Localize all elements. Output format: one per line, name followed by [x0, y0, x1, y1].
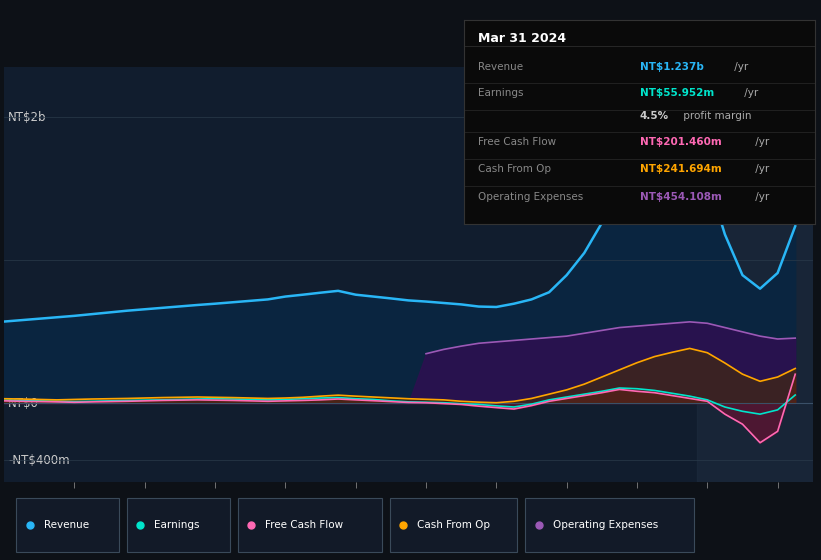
- Text: profit margin: profit margin: [681, 111, 752, 120]
- Text: /yr: /yr: [752, 193, 769, 202]
- Text: 4.5%: 4.5%: [640, 111, 668, 120]
- Text: NT$55.952m: NT$55.952m: [640, 88, 713, 98]
- Text: NT$201.460m: NT$201.460m: [640, 137, 722, 147]
- Text: NT$1.237b: NT$1.237b: [640, 62, 704, 72]
- Bar: [697, 67, 813, 482]
- Text: /yr: /yr: [752, 137, 769, 147]
- Text: Operating Expenses: Operating Expenses: [478, 193, 583, 202]
- Text: Earnings: Earnings: [478, 88, 524, 98]
- Text: -NT$400m: -NT$400m: [8, 454, 70, 466]
- FancyBboxPatch shape: [238, 498, 382, 552]
- Text: Free Cash Flow: Free Cash Flow: [265, 520, 343, 530]
- Text: /yr: /yr: [741, 88, 759, 98]
- Text: Earnings: Earnings: [154, 520, 200, 530]
- Text: Revenue: Revenue: [478, 62, 523, 72]
- FancyBboxPatch shape: [16, 498, 119, 552]
- Text: Mar 31 2024: Mar 31 2024: [478, 32, 566, 45]
- Text: /yr: /yr: [732, 62, 749, 72]
- Text: Free Cash Flow: Free Cash Flow: [478, 137, 556, 147]
- Text: Cash From Op: Cash From Op: [417, 520, 490, 530]
- Text: Cash From Op: Cash From Op: [478, 164, 551, 174]
- Text: NT$0: NT$0: [8, 396, 39, 409]
- FancyBboxPatch shape: [525, 498, 694, 552]
- Text: NT$2b: NT$2b: [8, 111, 47, 124]
- Text: Operating Expenses: Operating Expenses: [553, 520, 658, 530]
- FancyBboxPatch shape: [390, 498, 517, 552]
- Text: /yr: /yr: [752, 164, 769, 174]
- Text: Revenue: Revenue: [44, 520, 89, 530]
- FancyBboxPatch shape: [127, 498, 230, 552]
- Text: NT$454.108m: NT$454.108m: [640, 193, 722, 202]
- Text: NT$241.694m: NT$241.694m: [640, 164, 722, 174]
